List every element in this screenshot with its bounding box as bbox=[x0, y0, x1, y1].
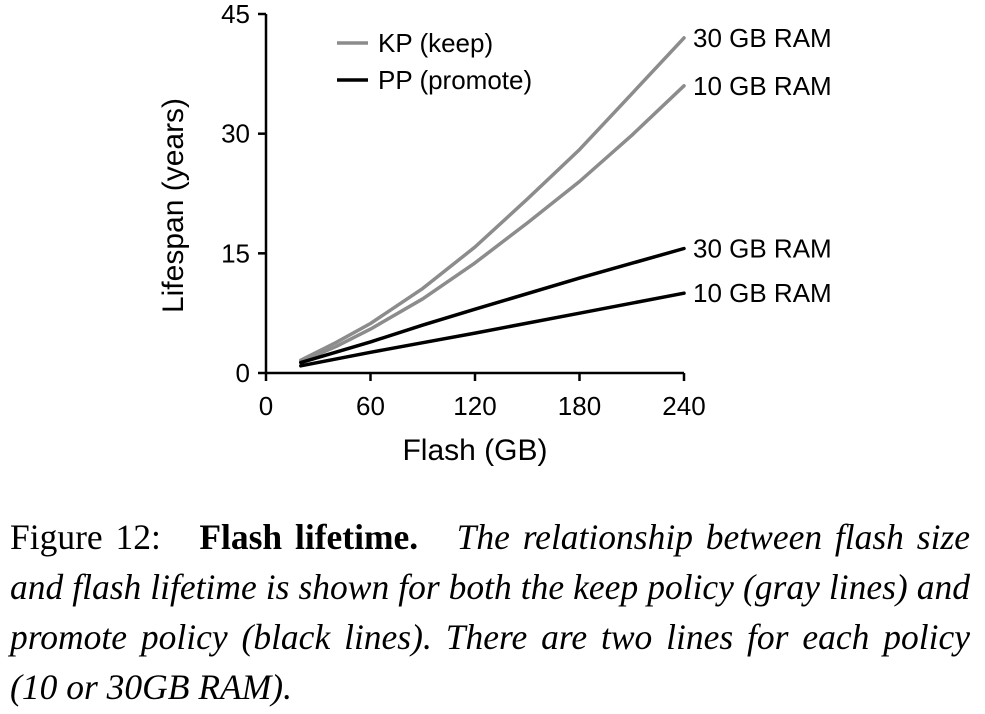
series-line bbox=[299, 84, 686, 364]
x-tick-label: 180 bbox=[558, 391, 601, 421]
series-end-labels: 30 GB RAM 10 GB RAM 30 GB RAM 10 GB RAM bbox=[693, 23, 832, 308]
caption-number: Figure 12: bbox=[10, 517, 161, 557]
x-tick-label: 60 bbox=[356, 391, 385, 421]
y-tick-label: 0 bbox=[236, 358, 250, 388]
caption-title: Flash lifetime. bbox=[199, 517, 419, 557]
x-axis-title: Flash (GB) bbox=[402, 434, 547, 467]
series-end-label: 10 GB RAM bbox=[693, 278, 832, 308]
y-tick-label: 15 bbox=[221, 238, 250, 268]
flash-lifetime-chart: 0 60 120 180 240 0 15 30 45 Flash (GB) Lifespan (y… bbox=[157, 0, 832, 467]
legend: KP (keep) PP (promote) bbox=[337, 28, 532, 95]
y-axis-title: Lifespan (years) bbox=[157, 98, 190, 313]
series-layer bbox=[299, 36, 686, 368]
series-line bbox=[299, 291, 686, 368]
legend-label: PP (promote) bbox=[378, 65, 532, 95]
series-end-label: 30 GB RAM bbox=[693, 23, 832, 53]
series-line bbox=[299, 36, 686, 362]
y-tick-label: 30 bbox=[221, 119, 250, 149]
caption-body: The relationship between flash size and … bbox=[10, 517, 970, 707]
series-end-label: 10 GB RAM bbox=[693, 71, 832, 101]
x-tick-label: 120 bbox=[453, 391, 496, 421]
axes-layer: 0 60 120 180 240 0 15 30 45 Flash (GB) Lifespan (y… bbox=[157, 0, 706, 467]
legend-label: KP (keep) bbox=[378, 28, 493, 58]
figure-caption: Figure 12: Flash lifetime. The relations… bbox=[10, 512, 970, 712]
x-tick-label: 240 bbox=[662, 391, 705, 421]
series-end-label: 30 GB RAM bbox=[693, 234, 832, 264]
series-line bbox=[299, 246, 686, 365]
y-tick-label: 45 bbox=[221, 0, 250, 29]
x-tick-label: 0 bbox=[259, 391, 273, 421]
